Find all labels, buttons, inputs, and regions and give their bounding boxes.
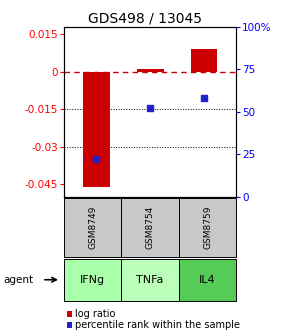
Bar <box>64 198 121 257</box>
Bar <box>121 198 179 257</box>
Bar <box>179 198 236 257</box>
Text: GDS498 / 13045: GDS498 / 13045 <box>88 12 202 26</box>
Text: agent: agent <box>3 275 33 285</box>
Bar <box>83 72 110 186</box>
Text: GSM8759: GSM8759 <box>203 206 212 249</box>
Text: log ratio: log ratio <box>75 309 115 319</box>
Text: IL4: IL4 <box>199 275 216 285</box>
Bar <box>137 69 164 72</box>
Bar <box>67 323 72 328</box>
Text: IFNg: IFNg <box>80 275 105 285</box>
Bar <box>191 49 218 72</box>
Text: percentile rank within the sample: percentile rank within the sample <box>75 320 240 330</box>
Bar <box>64 259 121 301</box>
Text: TNFa: TNFa <box>136 275 164 285</box>
Text: GSM8749: GSM8749 <box>88 206 97 249</box>
Bar <box>67 311 72 317</box>
Bar <box>121 259 179 301</box>
Text: GSM8754: GSM8754 <box>146 206 155 249</box>
Bar <box>179 259 236 301</box>
